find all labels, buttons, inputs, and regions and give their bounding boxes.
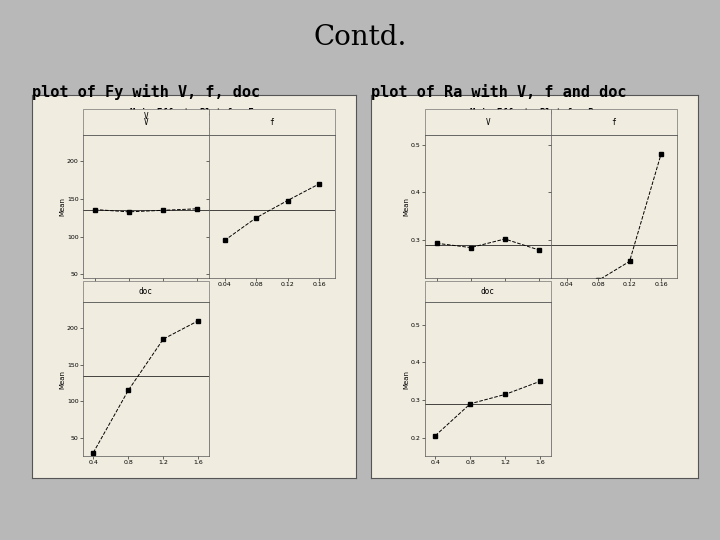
Text: plot of Fy with V, f, doc: plot of Fy with V, f, doc (32, 84, 261, 100)
Text: Data Means: Data Means (173, 127, 216, 133)
Bar (425, 281, 551, 302)
Y-axis label: Mean: Mean (60, 370, 66, 389)
Text: Contd.: Contd. (313, 24, 407, 51)
Bar (551, 109, 677, 135)
Text: doc: doc (139, 287, 153, 296)
Text: Main Effects Plot for Fy: Main Effects Plot for Fy (130, 108, 259, 117)
Y-axis label: Mean: Mean (403, 197, 410, 216)
Bar (425, 109, 551, 135)
Text: V: V (143, 112, 148, 121)
Text: Main Effects Plot for Ra: Main Effects Plot for Ra (470, 108, 599, 117)
Y-axis label: Mean: Mean (60, 197, 66, 216)
Bar (83, 109, 209, 135)
Text: f: f (611, 118, 616, 126)
Text: plot of Ra with V, f and doc: plot of Ra with V, f and doc (371, 84, 626, 100)
Text: f: f (269, 118, 274, 126)
Bar (209, 109, 335, 135)
Text: doc: doc (481, 287, 495, 296)
Y-axis label: Mean: Mean (403, 370, 410, 389)
Text: Data Means: Data Means (513, 127, 556, 133)
Bar (83, 281, 209, 302)
Text: V: V (143, 118, 148, 126)
Text: V: V (485, 118, 490, 126)
